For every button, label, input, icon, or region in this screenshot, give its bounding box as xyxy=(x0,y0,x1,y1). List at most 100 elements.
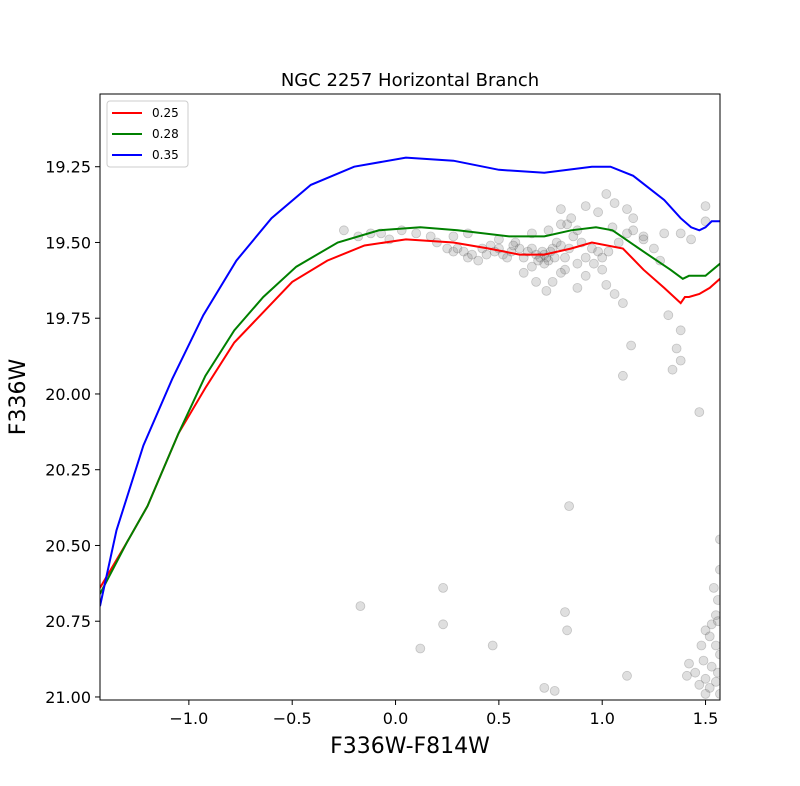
scatter-point xyxy=(628,213,639,224)
scatter-point xyxy=(715,649,720,660)
scatter-point xyxy=(587,243,597,254)
x-axis-ticks: −1.0 −0.5 0.0 0.5 1.0 1.5 xyxy=(169,700,718,728)
scatter-point xyxy=(700,625,711,636)
scatter-point xyxy=(556,267,566,278)
scatter-point xyxy=(560,607,570,617)
scatter-point xyxy=(700,673,711,684)
scatter-point xyxy=(549,252,560,263)
scatter-point xyxy=(448,231,459,242)
scatter-point xyxy=(706,661,717,672)
scatter-point xyxy=(601,189,612,199)
y-tick-label: 20.75 xyxy=(45,612,91,631)
plot-frame xyxy=(99,93,721,701)
scatter-point xyxy=(338,225,349,236)
scatter-point xyxy=(411,228,422,239)
x-tick-label: 1.0 xyxy=(589,709,614,728)
scatter-point xyxy=(543,225,554,236)
scatter-point xyxy=(556,219,566,230)
scatter-point xyxy=(603,246,614,257)
scatter-point xyxy=(609,198,620,209)
scatter-point xyxy=(458,246,469,257)
scatter-point xyxy=(597,264,608,275)
scatter-point xyxy=(700,216,711,227)
scatter-point xyxy=(415,643,426,654)
scatter-point xyxy=(682,670,692,681)
scatter-point xyxy=(580,201,591,212)
scatter-point xyxy=(549,686,560,696)
scatter-point xyxy=(547,276,558,287)
series-lines xyxy=(100,156,720,607)
scatter-point xyxy=(711,676,720,687)
scatter-point xyxy=(514,243,525,254)
scatter-point xyxy=(715,689,720,699)
legend-label: 0.28 xyxy=(152,127,179,141)
scatter-point xyxy=(473,255,484,266)
scatter-point xyxy=(663,310,674,321)
scatter-point xyxy=(442,243,453,254)
x-tick-label: −1.0 xyxy=(169,709,208,728)
y-axis-ticks: 19.25 19.50 19.75 20.00 20.25 20.50 20.75 21.00 xyxy=(45,158,100,707)
scatter-point xyxy=(481,249,492,260)
scatter-point xyxy=(675,325,686,336)
scatter-point xyxy=(638,234,649,245)
y-tick-label: 20.00 xyxy=(45,385,91,404)
scatter-point xyxy=(562,219,572,230)
scatter-point xyxy=(510,237,521,248)
x-tick-label: 1.5 xyxy=(693,709,718,728)
scatter-point xyxy=(638,231,649,242)
scatter-point xyxy=(671,343,682,354)
scatter-point xyxy=(706,619,717,630)
y-tick-label: 19.75 xyxy=(45,309,91,328)
scatter-layer xyxy=(338,189,720,699)
scatter-point xyxy=(711,640,720,651)
legend: 0.25 0.28 0.35 xyxy=(106,100,189,168)
x-tick-label: 0.5 xyxy=(486,709,511,728)
scatter-point xyxy=(396,225,407,236)
scatter-point xyxy=(438,583,449,593)
scatter-point xyxy=(560,264,570,275)
scatter-point xyxy=(700,201,711,212)
scatter-point xyxy=(694,407,705,418)
scatter-point xyxy=(438,619,449,630)
scatter-point xyxy=(618,370,628,381)
legend-box xyxy=(106,100,189,168)
series-line-0.35 xyxy=(100,156,720,607)
scatter-point xyxy=(580,252,591,263)
scatter-point xyxy=(564,501,574,512)
scatter-point xyxy=(601,279,612,290)
scatter-point xyxy=(539,258,550,269)
scatter-point xyxy=(700,689,711,699)
scatter-point xyxy=(593,207,603,218)
scatter-point xyxy=(597,252,608,263)
scatter-point xyxy=(696,640,707,651)
y-axis-label: F336W xyxy=(6,359,31,436)
scatter-point xyxy=(622,228,632,239)
y-tick-label: 19.50 xyxy=(45,233,91,252)
scatter-point xyxy=(649,243,659,254)
scatter-point xyxy=(613,237,624,248)
legend-label: 0.25 xyxy=(152,106,179,120)
scatter-point xyxy=(556,204,566,215)
scatter-point xyxy=(704,631,715,642)
scatter-point xyxy=(713,667,720,678)
x-axis-label: F336W-F814W xyxy=(330,734,490,759)
scatter-point xyxy=(675,228,686,239)
scatter-point xyxy=(566,213,577,224)
scatter-point xyxy=(715,534,720,545)
y-tick-label: 20.50 xyxy=(45,536,91,555)
scatter-point xyxy=(560,252,570,263)
scatter-point xyxy=(675,355,686,366)
scatter-point xyxy=(715,564,720,575)
series-line-0.25 xyxy=(100,238,720,589)
x-tick-label: −0.5 xyxy=(273,709,312,728)
scatter-point xyxy=(694,679,705,690)
scatter-point xyxy=(593,246,603,257)
scatter-point xyxy=(659,228,670,239)
scatter-point xyxy=(539,683,550,693)
scatter-point xyxy=(508,240,519,251)
scatter-point xyxy=(690,667,701,678)
scatter-point xyxy=(568,231,579,242)
y-tick-label: 20.25 xyxy=(45,461,91,480)
scatter-point xyxy=(562,625,572,636)
scatter-point xyxy=(572,258,583,269)
